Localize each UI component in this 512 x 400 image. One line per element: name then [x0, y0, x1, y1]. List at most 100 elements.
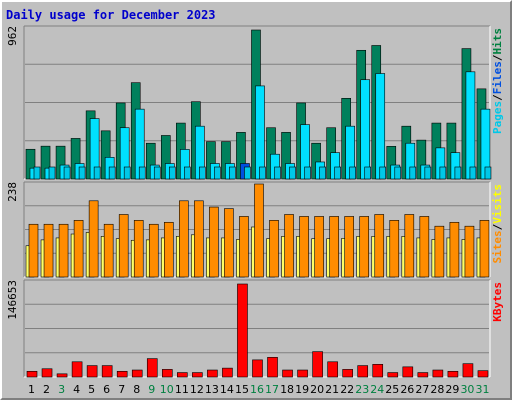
kbytes-bar	[71, 361, 83, 378]
day-label: 10	[160, 383, 174, 396]
visits-bar	[449, 221, 460, 278]
kbytes-bar	[282, 369, 293, 378]
pages-bar	[304, 166, 311, 180]
visits-bar	[464, 225, 475, 278]
chart-title: Daily usage for December 2023	[6, 8, 216, 22]
hits-legend-part: /	[491, 94, 504, 101]
day-label: 1	[28, 383, 35, 396]
visits-bar	[284, 214, 294, 278]
day-label: 23	[355, 383, 369, 396]
pages-bar	[439, 166, 447, 180]
pages-bar	[184, 166, 191, 180]
day-label: 15	[235, 383, 249, 396]
pages-bar	[93, 166, 101, 180]
visits-bar	[209, 206, 219, 278]
hits-legend-part: Pages	[491, 101, 504, 134]
visits-bar	[163, 221, 174, 278]
kbytes-bar	[161, 369, 173, 378]
kbytes-bar	[357, 365, 369, 378]
visits-bar	[239, 216, 249, 278]
pages-bar	[168, 166, 176, 180]
pages-bar	[244, 166, 251, 180]
day-label: 5	[88, 383, 95, 396]
day-label: 22	[340, 383, 354, 396]
pages-bar	[364, 166, 372, 180]
kbytes-bar	[312, 351, 323, 378]
kbytes-max-label: 146653	[6, 280, 19, 320]
files-bar	[375, 73, 386, 180]
visits-bar	[314, 216, 324, 278]
day-label: 11	[175, 383, 189, 396]
pages-bar	[214, 166, 221, 180]
day-label: 29	[445, 383, 459, 396]
pages-bar	[108, 166, 116, 180]
day-label: 7	[118, 383, 125, 396]
visits-bar	[374, 214, 385, 278]
day-label: 20	[310, 383, 324, 396]
visits-bar	[359, 216, 370, 278]
kbytes-bar	[101, 365, 113, 378]
pages-bar	[48, 166, 56, 180]
pages-bar	[424, 166, 432, 180]
visits-max-label: 238	[6, 182, 19, 202]
visits-bar	[479, 220, 490, 278]
visits-bar	[179, 200, 189, 278]
visits-bar	[329, 216, 339, 278]
kbytes-bar	[116, 370, 128, 378]
kbytes-bar	[56, 373, 68, 378]
pages-bar	[229, 166, 236, 180]
day-label: 6	[103, 383, 110, 396]
visits-bar	[103, 223, 114, 278]
pages-bar	[319, 166, 326, 180]
day-label: 12	[190, 383, 204, 396]
day-label: 4	[73, 383, 80, 396]
day-label: 19	[295, 383, 309, 396]
pages-bar	[379, 166, 387, 180]
kbytes-bar	[372, 364, 384, 378]
files-bar	[255, 85, 265, 180]
kbytes-legend: KBytes	[491, 282, 504, 322]
kbytes-bar	[146, 358, 158, 378]
kbytes-bar	[447, 370, 459, 378]
visits-bar	[58, 223, 69, 278]
pages-bar	[259, 166, 266, 180]
day-label: 25	[385, 383, 399, 396]
visits-bar	[28, 223, 39, 278]
pages-bar	[63, 166, 71, 180]
visits-bar	[224, 208, 234, 278]
kbytes-bar	[327, 361, 338, 378]
pages-bar	[484, 166, 492, 180]
day-label: 18	[280, 383, 294, 396]
hits-legend-part: /	[491, 54, 504, 61]
kbytes-bar	[26, 370, 38, 378]
panel-kbytes: 146653 KBytes	[6, 279, 504, 378]
day-label: 24	[370, 383, 384, 396]
pages-bar	[454, 166, 462, 180]
kbytes-bar	[237, 283, 248, 378]
hits-legend-part: Files	[491, 61, 504, 94]
pages-bar	[78, 166, 86, 180]
files-bar	[360, 79, 371, 180]
panel-visits-sites: 238 Sites/Visits	[6, 181, 504, 278]
visits-bar	[73, 220, 84, 278]
kbytes-bar	[477, 370, 489, 378]
kbytes-bar	[462, 363, 474, 378]
hits-max-label: 962	[6, 26, 19, 46]
visits-bar	[269, 220, 279, 278]
visits-bar	[43, 223, 54, 278]
x-axis-labels: 1 2 3 4 5 6 7 8 9 10 11 12 13 14 15 16 17 18 19 20 21 22 23 24 2…	[28, 383, 489, 396]
pages-bar	[199, 166, 206, 180]
pages-bar	[334, 166, 341, 180]
pages-bar	[289, 166, 296, 180]
visits-legend-part: Visits	[491, 184, 504, 224]
hits-legend-part: Hits	[491, 28, 504, 55]
visits-bar	[344, 216, 354, 278]
visits-bar	[133, 220, 144, 278]
day-label: 31	[475, 383, 489, 396]
visits-bar	[148, 223, 159, 278]
day-label: 16	[250, 383, 264, 396]
visits-bar	[118, 214, 129, 278]
kbytes-bar	[222, 367, 233, 378]
pages-bar	[138, 166, 146, 180]
